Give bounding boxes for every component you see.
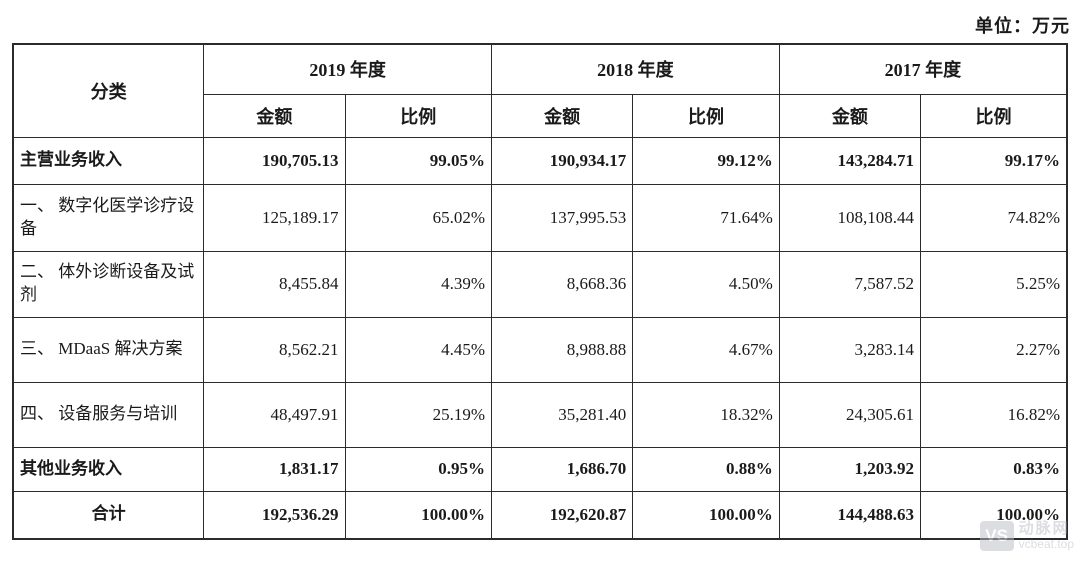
ratio-cell-2019: 4.45% — [344, 316, 492, 383]
table-row-mdaas-solutions: 三、 MDaaS 解决方案 8,562.21 4.45% 8,988.88 4.… — [12, 316, 1068, 383]
table-header: 分类 2019 年度 2018 年度 2017 年度 金额 比例 金额 比例 金… — [12, 43, 1068, 138]
ratio-cell-2019: 25.19% — [344, 381, 492, 448]
ratio-cell-2018: 71.64% — [632, 183, 780, 252]
amount-cell-2019: 1,831.17 — [203, 446, 346, 492]
table-row-main-revenue: 主营业务收入 190,705.13 99.05% 190,934.17 99.1… — [12, 136, 1068, 185]
amount-header-2017: 金额 — [778, 93, 921, 138]
table-row-total: 合计 192,536.29 100.00% 192,620.87 100.00%… — [12, 490, 1068, 540]
year-header-2017: 2017 年度 — [778, 43, 1068, 95]
amount-cell-2018: 8,668.36 — [490, 250, 634, 318]
year-header-2019: 2019 年度 — [203, 43, 492, 95]
category-cell: 四、 设备服务与培训 — [12, 381, 205, 448]
year-header-2018: 2018 年度 — [491, 43, 780, 95]
ratio-cell-2019: 99.05% — [344, 136, 492, 185]
amount-cell-2018: 192,620.87 — [490, 490, 634, 540]
amount-cell-2017: 24,305.61 — [778, 381, 921, 448]
amount-cell-2017: 143,284.71 — [778, 136, 921, 185]
category-cell: 三、 MDaaS 解决方案 — [12, 316, 205, 383]
ratio-cell-2018: 4.50% — [632, 250, 780, 318]
amount-cell-2019: 8,562.21 — [203, 316, 346, 383]
amount-cell-2019: 8,455.84 — [203, 250, 346, 318]
ratio-cell-2018: 0.88% — [632, 446, 780, 492]
category-cell: 其他业务收入 — [12, 446, 205, 492]
ratio-cell-2019: 65.02% — [344, 183, 492, 252]
amount-cell-2018: 190,934.17 — [490, 136, 634, 185]
amount-cell-2019: 48,497.91 — [203, 381, 346, 448]
year-header-row: 分类 2019 年度 2018 年度 2017 年度 — [12, 43, 1068, 138]
ratio-cell-2018: 100.00% — [632, 490, 780, 540]
category-cell: 合计 — [12, 490, 205, 540]
category-header: 分类 — [12, 43, 205, 138]
ratio-cell-2019: 0.95% — [344, 446, 492, 492]
ratio-header-2019: 比例 — [344, 93, 492, 138]
amount-cell-2017: 1,203.92 — [778, 446, 921, 492]
ratio-cell-2019: 100.00% — [344, 490, 492, 540]
amount-cell-2019: 192,536.29 — [203, 490, 346, 540]
amount-cell-2018: 1,686.70 — [490, 446, 634, 492]
amount-cell-2018: 137,995.53 — [490, 183, 634, 252]
ratio-cell-2017: 16.82% — [919, 381, 1068, 448]
ratio-cell-2018: 18.32% — [632, 381, 780, 448]
ratio-cell-2019: 4.39% — [344, 250, 492, 318]
amount-cell-2019: 190,705.13 — [203, 136, 346, 185]
category-cell: 主营业务收入 — [12, 136, 205, 185]
table-row-other-revenue: 其他业务收入 1,831.17 0.95% 1,686.70 0.88% 1,2… — [12, 446, 1068, 492]
ratio-cell-2017: 100.00% — [919, 490, 1068, 540]
amount-cell-2017: 3,283.14 — [778, 316, 921, 383]
amount-cell-2018: 8,988.88 — [490, 316, 634, 383]
category-cell: 一、 数字化医学诊疗设备 — [12, 183, 205, 252]
table-row-equipment-service-training: 四、 设备服务与培训 48,497.91 25.19% 35,281.40 18… — [12, 381, 1068, 448]
ratio-cell-2018: 99.12% — [632, 136, 780, 185]
unit-label: 单位：万元 — [975, 16, 1070, 36]
category-cell: 二、 体外诊断设备及试剂 — [12, 250, 205, 318]
ratio-cell-2017: 5.25% — [919, 250, 1068, 318]
table-body: 主营业务收入 190,705.13 99.05% 190,934.17 99.1… — [12, 136, 1068, 540]
table-row-ivd-equipment-reagents: 二、 体外诊断设备及试剂 8,455.84 4.39% 8,668.36 4.5… — [12, 250, 1068, 318]
ratio-header-2018: 比例 — [632, 93, 780, 138]
revenue-breakdown-table: 分类 2019 年度 2018 年度 2017 年度 金额 比例 金额 比例 金… — [12, 43, 1068, 540]
ratio-cell-2017: 99.17% — [919, 136, 1068, 185]
ratio-cell-2017: 2.27% — [919, 316, 1068, 383]
amount-cell-2018: 35,281.40 — [490, 381, 634, 448]
ratio-cell-2018: 4.67% — [632, 316, 780, 383]
amount-cell-2017: 144,488.63 — [778, 490, 921, 540]
ratio-cell-2017: 0.83% — [919, 446, 1068, 492]
amount-cell-2017: 108,108.44 — [778, 183, 921, 252]
ratio-header-2017: 比例 — [919, 93, 1068, 138]
amount-header-2019: 金额 — [203, 93, 346, 138]
amount-header-2018: 金额 — [490, 93, 634, 138]
ratio-cell-2017: 74.82% — [919, 183, 1068, 252]
sub-header-row: 金额 比例 金额 比例 金额 比例 — [13, 93, 1068, 138]
table-row-digital-medical-equipment: 一、 数字化医学诊疗设备 125,189.17 65.02% 137,995.5… — [12, 183, 1068, 252]
amount-cell-2019: 125,189.17 — [203, 183, 346, 252]
amount-cell-2017: 7,587.52 — [778, 250, 921, 318]
